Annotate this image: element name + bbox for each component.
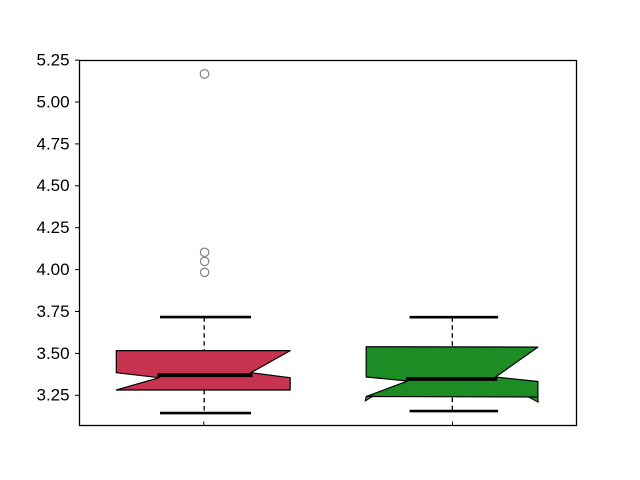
svg-text:4.75: 4.75 bbox=[37, 134, 70, 153]
svg-text:3.25: 3.25 bbox=[37, 386, 70, 405]
svg-text:5.00: 5.00 bbox=[37, 92, 70, 111]
svg-text:3.50: 3.50 bbox=[37, 344, 70, 363]
svg-text:4.00: 4.00 bbox=[37, 260, 70, 279]
svg-text:5.25: 5.25 bbox=[37, 51, 70, 70]
svg-text:3.75: 3.75 bbox=[37, 302, 70, 321]
svg-text:4.25: 4.25 bbox=[37, 218, 70, 237]
svg-text:4.50: 4.50 bbox=[37, 176, 70, 195]
